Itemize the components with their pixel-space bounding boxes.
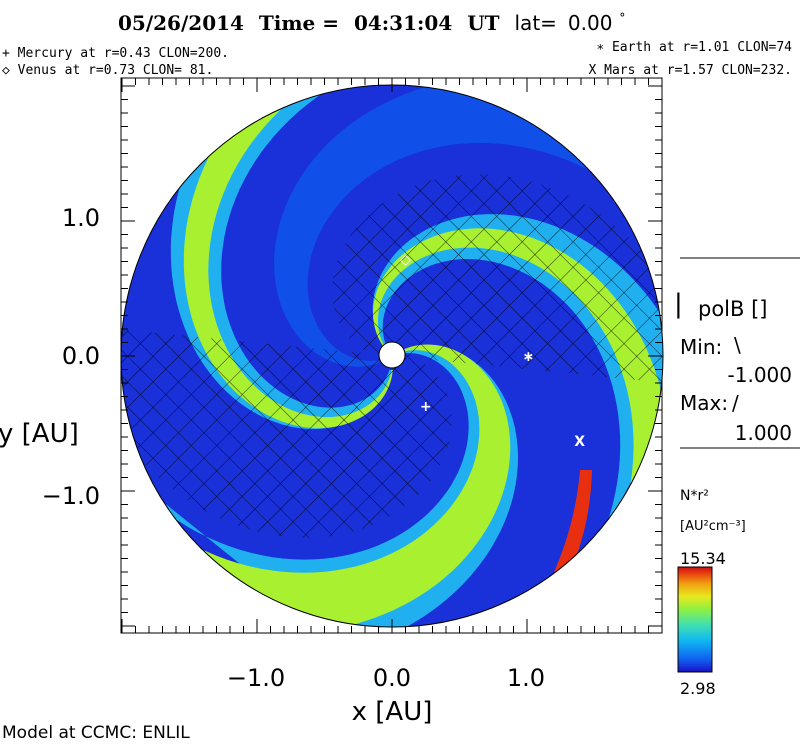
plot-title: 05/26/2014 Time = 04:31:04 UT lat= 0.00 … xyxy=(118,11,625,35)
polarity-max-symbol: / xyxy=(732,391,739,415)
time-label: Time = xyxy=(259,11,339,35)
y-tick-0: 0.0 xyxy=(62,342,100,370)
venus-label: ◇ Venus at r=0.73 CLON= 81. xyxy=(2,63,213,78)
x-tick-0: 0.0 xyxy=(373,664,411,692)
marker-mars: X xyxy=(574,434,585,450)
polarity-max-label: Max: xyxy=(680,391,728,415)
polarity-min-label: Min: xyxy=(680,335,722,359)
y-axis-label: y [AU] xyxy=(0,419,79,449)
x-axis-label: x [AU] xyxy=(352,697,433,727)
colorbar-min: 2.98 xyxy=(680,679,716,698)
colorbar-units: [AU²cm⁻³] xyxy=(680,519,746,534)
marker-venus: ◇ xyxy=(400,252,411,268)
lat-value: 0.00 xyxy=(568,11,613,35)
polarity-bar: | xyxy=(674,289,683,319)
polarity-min-symbol: \ xyxy=(734,333,741,357)
stream-lower-core xyxy=(183,85,393,429)
x-tick-neg1: −1.0 xyxy=(227,664,285,692)
marker-earth: ∗ xyxy=(522,349,534,365)
mars-label: X Mars at r=1.57 CLON=232. xyxy=(589,63,793,78)
colorbar-max: 15.34 xyxy=(680,549,726,568)
marker-mercury: + xyxy=(420,399,432,415)
y-tick-1: 1.0 xyxy=(62,204,100,232)
sun xyxy=(378,341,406,369)
x-tick-1: 1.0 xyxy=(507,664,545,692)
polarity-label: polB [] xyxy=(698,297,767,321)
planet-markers: + ◇ ∗ X xyxy=(400,252,585,450)
density-peak xyxy=(548,470,592,590)
date-value: 05/26/2014 xyxy=(118,11,244,35)
mercury-label: + Mercury at r=0.43 CLON=200. xyxy=(2,46,229,61)
footer-credit: Model at CCMC: ENLIL xyxy=(2,723,190,743)
lat-label: lat= xyxy=(515,11,557,35)
colorbar xyxy=(677,566,713,673)
stream-left xyxy=(274,85,658,367)
y-tick-neg1: −1.0 xyxy=(42,482,100,510)
lat-unit: ° xyxy=(619,11,625,25)
stream-right-core xyxy=(132,344,511,627)
polarity-min-value: -1.000 xyxy=(728,363,792,387)
axis-ticks xyxy=(121,78,662,633)
colorbar-quantity: N*r² xyxy=(680,488,709,504)
polarity-max-value: 1.000 xyxy=(735,421,792,445)
time-value: 04:31:04 xyxy=(354,11,452,35)
time-unit: UT xyxy=(467,11,499,35)
earth-label: ∗ Earth at r=1.01 CLON=74 xyxy=(596,40,792,55)
